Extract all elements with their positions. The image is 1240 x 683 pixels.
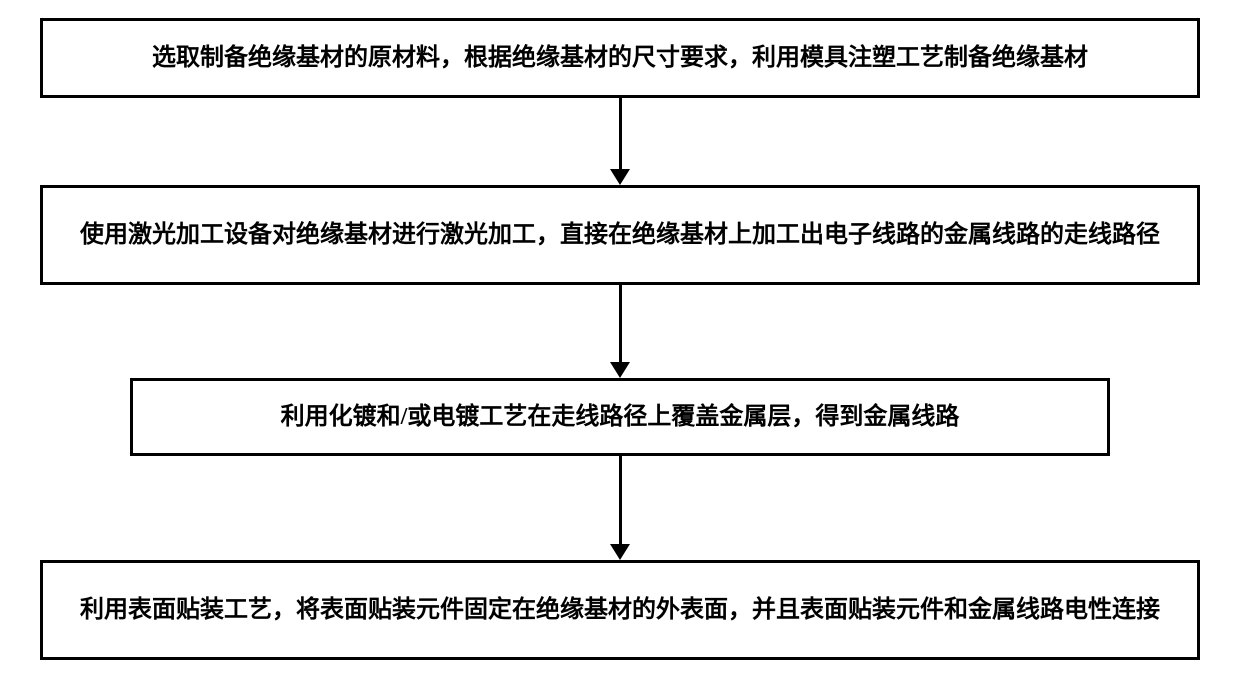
step-text: 使用激光加工设备对绝缘基材进行激光加工，直接在绝缘基材上加工出电子线路的金属线路…: [80, 217, 1160, 253]
arrow-line: [619, 98, 622, 169]
step-box-2: 使用激光加工设备对绝缘基材进行激光加工，直接在绝缘基材上加工出电子线路的金属线路…: [40, 185, 1200, 285]
arrow-line: [619, 285, 622, 362]
arrow-line: [619, 456, 622, 544]
arrow-head: [610, 169, 630, 185]
step-text: 选取制备绝缘基材的原材料，根据绝缘基材的尺寸要求，利用模具注塑工艺制备绝缘基材: [152, 40, 1088, 76]
arrow-1: [610, 98, 630, 185]
step-box-4: 利用表面贴装工艺，将表面贴装元件固定在绝缘基材的外表面，并且表面贴装元件和金属线…: [40, 560, 1200, 660]
step-text: 利用化镀和/或电镀工艺在走线路径上覆盖金属层，得到金属线路: [281, 399, 960, 435]
step-box-1: 选取制备绝缘基材的原材料，根据绝缘基材的尺寸要求，利用模具注塑工艺制备绝缘基材: [40, 18, 1200, 98]
flowchart-canvas: 选取制备绝缘基材的原材料，根据绝缘基材的尺寸要求，利用模具注塑工艺制备绝缘基材 …: [0, 0, 1240, 683]
arrow-3: [610, 456, 630, 560]
step-text: 利用表面贴装工艺，将表面贴装元件固定在绝缘基材的外表面，并且表面贴装元件和金属线…: [80, 592, 1160, 628]
arrow-head: [610, 544, 630, 560]
arrow-head: [610, 362, 630, 378]
arrow-2: [610, 285, 630, 378]
step-box-3: 利用化镀和/或电镀工艺在走线路径上覆盖金属层，得到金属线路: [130, 378, 1110, 456]
